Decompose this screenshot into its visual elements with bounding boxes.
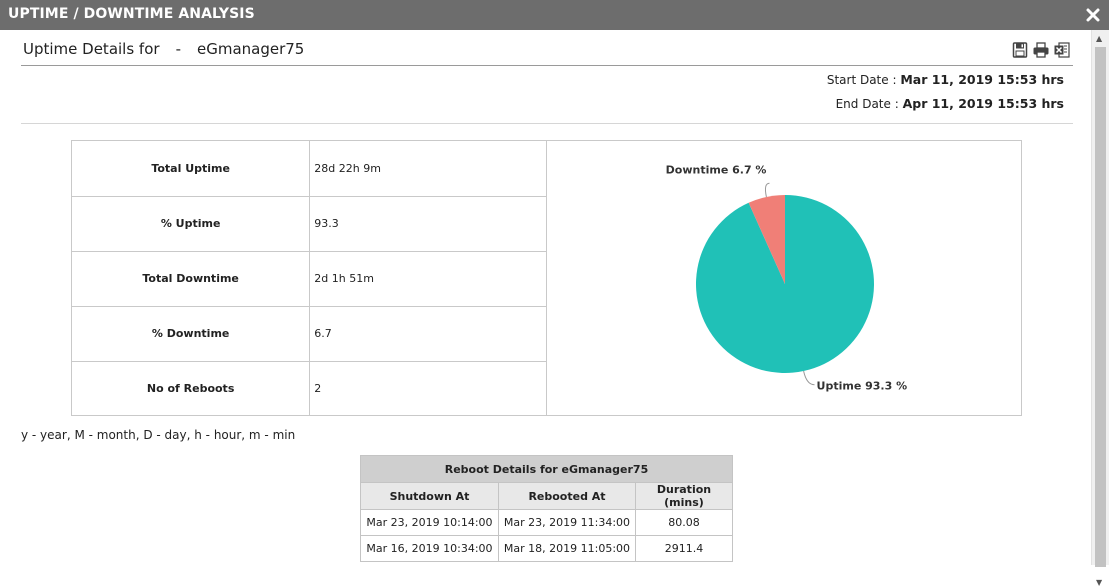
- start-date: Start Date : Mar 11, 2019 15:53 hrs: [827, 72, 1064, 87]
- reboot-details-table: Reboot Details for eGmanager75 Shutdown …: [360, 455, 733, 562]
- uptime-summary-panel: Total Uptime 28d 22h 9m% Uptime 93.3 Total …: [71, 140, 1022, 416]
- print-icon[interactable]: [1032, 41, 1050, 59]
- table-cell: Mar 23, 2019 11:34:00: [498, 509, 636, 536]
- section-divider: [21, 123, 1073, 124]
- pie-label-downtime: Downtime 6.7 %: [666, 163, 767, 176]
- start-date-value: Mar 11, 2019 15:53 hrs: [900, 72, 1064, 87]
- pie-label-uptime: Uptime 93.3 %: [817, 380, 908, 393]
- pie-slice-downtime[interactable]: [748, 195, 785, 284]
- uptime-pie-chart: Uptime 93.3 % Downtime 6.7 %: [666, 163, 908, 393]
- summary-label: No of Reboots: [72, 361, 311, 416]
- summary-row: No of Reboots 2: [72, 361, 547, 416]
- pie-leader-line: [803, 370, 815, 386]
- summary-row: % Downtime 6.7: [72, 306, 547, 362]
- table-cell: 80.08: [635, 509, 733, 536]
- end-date: End Date : Apr 11, 2019 15:53 hrs: [836, 96, 1064, 111]
- heading-server: eGmanager75: [196, 40, 305, 58]
- excel-export-icon[interactable]: [1053, 41, 1071, 59]
- end-date-label: End Date :: [835, 97, 899, 111]
- summary-value: 93.3: [309, 196, 547, 252]
- table-cell: Mar 18, 2019 11:05:00: [498, 535, 636, 562]
- pie-leader-line: [764, 182, 770, 198]
- scrollbar-thumb[interactable]: [1095, 47, 1106, 567]
- page-title: Uptime Details for - eGmanager75: [23, 40, 304, 58]
- summary-value: 2d 1h 51m: [309, 251, 547, 307]
- summary-label: Total Downtime: [72, 251, 311, 307]
- table-cell: Mar 23, 2019 10:14:00: [360, 509, 499, 536]
- header-divider: [21, 65, 1073, 66]
- end-date-value: Apr 11, 2019 15:53 hrs: [902, 96, 1064, 111]
- column-duration: Duration (mins): [635, 482, 733, 510]
- dialog-title: UPTIME / DOWNTIME ANALYSIS: [8, 6, 255, 22]
- column-shutdown-at: Shutdown At: [360, 482, 499, 510]
- summary-row: Total Downtime 2d 1h 51m: [72, 251, 547, 307]
- summary-row: % Uptime 93.3: [72, 196, 547, 252]
- summary-label: % Uptime: [72, 196, 311, 252]
- close-icon[interactable]: [1085, 7, 1101, 23]
- summary-label: Total Uptime: [72, 141, 311, 197]
- table-cell: Mar 16, 2019 10:34:00: [360, 535, 499, 562]
- summary-value: 6.7: [309, 306, 547, 362]
- heading-label: Uptime Details for: [23, 40, 160, 58]
- scroll-up-arrow-icon[interactable]: ▲: [1096, 34, 1103, 43]
- table-cell: 2911.4: [635, 535, 733, 562]
- column-rebooted-at: Rebooted At: [498, 482, 636, 510]
- table-row: Mar 23, 2019 10:14:00 Mar 23, 2019 11:34:…: [360, 509, 733, 536]
- table-row: Mar 16, 2019 10:34:00 Mar 18, 2019 11:05:…: [360, 535, 733, 562]
- scroll-down-arrow-icon[interactable]: ▼: [1096, 578, 1103, 587]
- summary-value: 28d 22h 9m: [309, 141, 547, 197]
- unit-legend: y - year, M - month, D - day, h - hour, …: [21, 428, 296, 442]
- pie-slice-uptime[interactable]: [695, 195, 874, 373]
- reboot-table-title: Reboot Details for eGmanager75: [360, 455, 733, 483]
- summary-label: % Downtime: [72, 306, 311, 362]
- dialog-titlebar: UPTIME / DOWNTIME ANALYSIS: [0, 0, 1109, 30]
- summary-row: Total Uptime 28d 22h 9m: [72, 141, 547, 197]
- save-icon[interactable]: [1012, 41, 1028, 59]
- vertical-scrollbar[interactable]: ▲ ▼: [1091, 30, 1109, 587]
- start-date-label: Start Date :: [826, 73, 897, 87]
- heading-separator: -: [175, 40, 181, 58]
- summary-value: 2: [309, 361, 547, 416]
- summary-table: Total Uptime 28d 22h 9m% Uptime 93.3 Total …: [72, 141, 547, 416]
